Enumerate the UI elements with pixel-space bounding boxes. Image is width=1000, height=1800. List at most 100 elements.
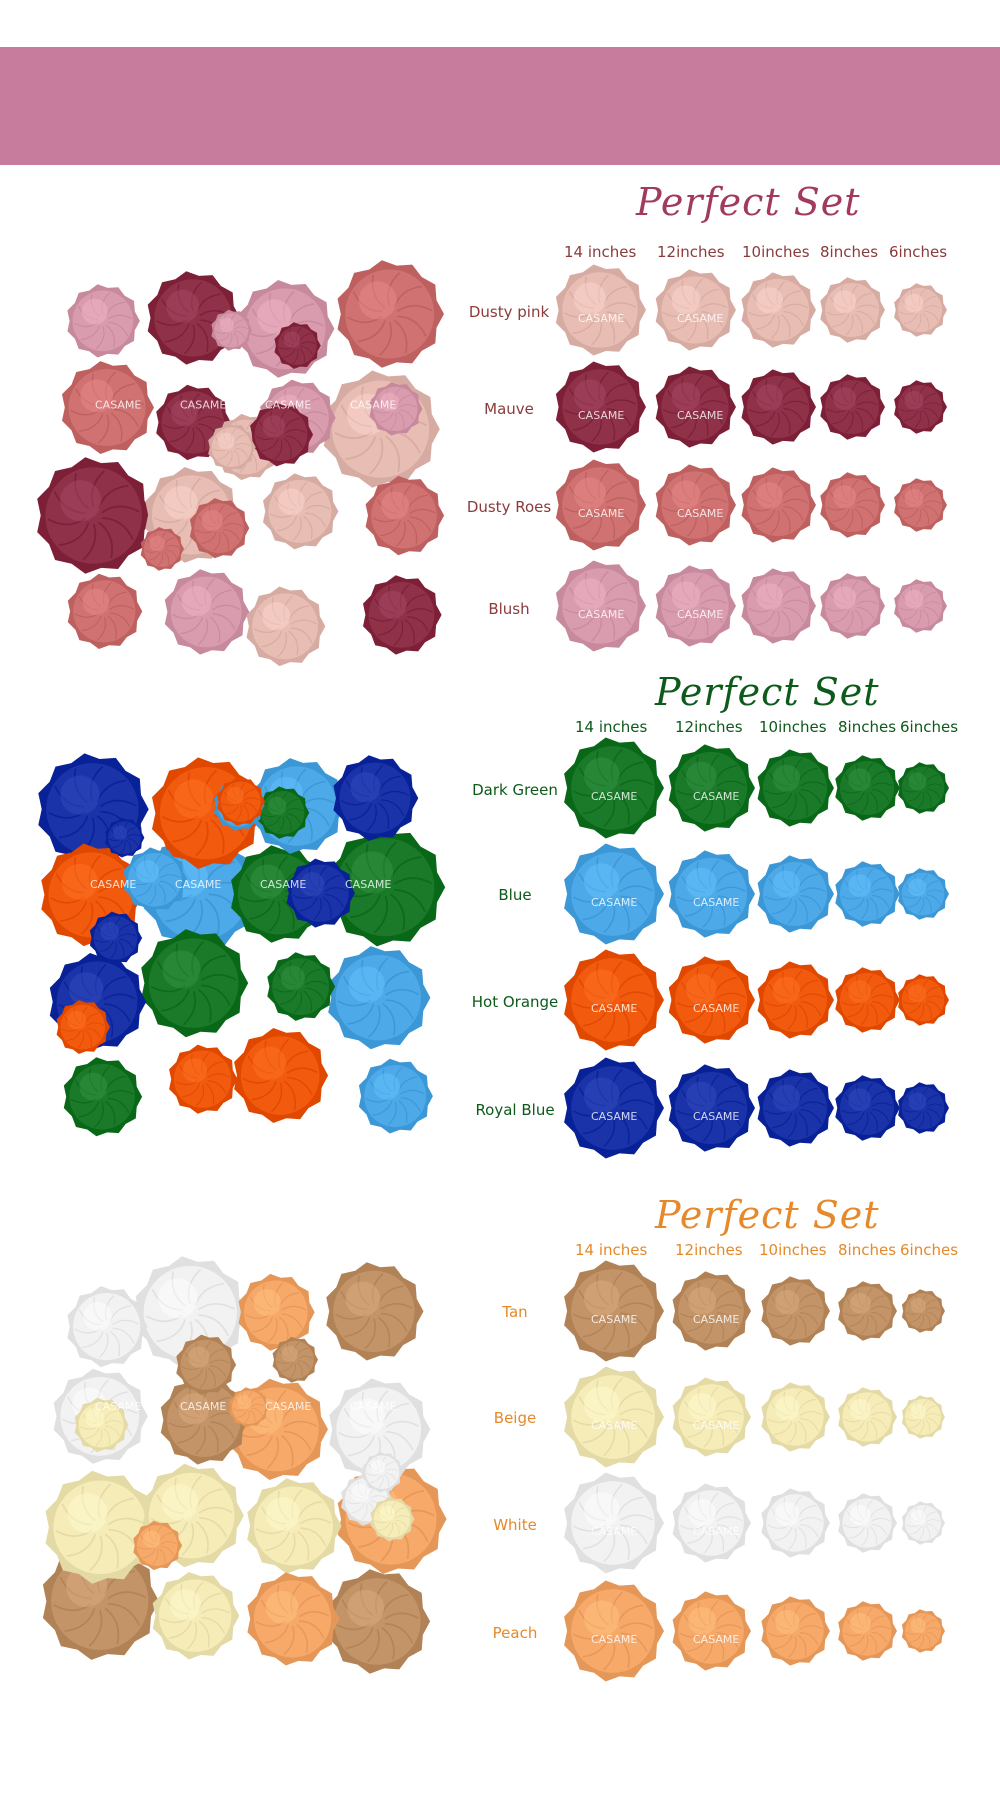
cluster-pompom [358, 1058, 433, 1134]
cluster-pompom [286, 858, 355, 928]
size-label-6: 6inches [900, 718, 959, 736]
size-pompom [838, 1387, 897, 1447]
size-pompom [901, 1395, 945, 1439]
watermark-text: CASAME [693, 790, 739, 803]
section-title: Perfect Set [655, 1193, 880, 1237]
watermark-text: CASAME [677, 608, 723, 621]
cluster-pompom [152, 1572, 240, 1660]
size-label-14: 14 inches [575, 1241, 648, 1259]
cluster-pompom [328, 828, 446, 947]
cluster-pompom [63, 1057, 143, 1137]
row-label-dusty-pink: Dusty pink [468, 303, 550, 321]
size-pompom [820, 277, 885, 343]
size-pompom [901, 1289, 945, 1333]
watermark-text: CASAME [260, 878, 306, 891]
size-label-8: 8inches [820, 243, 879, 261]
watermark-text: CASAME [578, 409, 624, 422]
size-pompom [668, 744, 755, 832]
size-pompom [668, 850, 755, 938]
cluster-pompom [326, 1569, 431, 1674]
row-label-peach: Peach [492, 1624, 538, 1642]
size-pompom [901, 1609, 945, 1653]
size-pompom [894, 579, 947, 633]
watermark-text: CASAME [180, 398, 226, 411]
size-label-10: 10inches [742, 243, 810, 261]
watermark-text: CASAME [591, 896, 637, 909]
cluster-pompom [247, 1478, 342, 1574]
size-pompom [761, 1276, 830, 1346]
section-title: Perfect Set [636, 180, 861, 224]
cluster-pompom [37, 457, 153, 574]
size-pompom [555, 361, 646, 453]
cluster-pompom [250, 402, 314, 467]
watermark-text: CASAME [578, 608, 624, 621]
row-label-beige: Beige [493, 1409, 537, 1427]
size-pompom [672, 1377, 751, 1457]
cluster-pompom [238, 1273, 315, 1351]
size-pompom [741, 369, 816, 445]
cluster-pompom [217, 777, 265, 826]
cluster-pompom [267, 952, 336, 1021]
size-pompom [741, 568, 816, 644]
size-pompom [894, 283, 947, 337]
cluster-pompom [67, 284, 140, 358]
size-pompom [555, 264, 646, 356]
cluster-pompom [67, 573, 143, 649]
size-pompom [668, 956, 755, 1044]
cluster-pompom [140, 527, 184, 571]
cluster-pompom [123, 847, 188, 913]
row-label-white: White [493, 1516, 537, 1534]
cluster-pompom [337, 260, 444, 368]
watermark-text: CASAME [677, 409, 723, 422]
watermark-text: CASAME [693, 1110, 739, 1123]
size-pompom [555, 560, 646, 652]
size-label-10: 10inches [759, 1241, 827, 1259]
cluster-pompom [246, 586, 326, 667]
cluster-pompom [133, 1520, 183, 1571]
size-pompom [838, 1601, 897, 1661]
watermark-text: CASAME [175, 878, 221, 891]
cluster-pompom [362, 1451, 403, 1493]
size-pompom [672, 1483, 751, 1563]
size-pompom [668, 1064, 755, 1152]
size-pompom [564, 1260, 664, 1362]
row-label-dusty-roes: Dusty Roes [466, 498, 552, 516]
watermark-text: CASAME [345, 878, 391, 891]
size-pompom [757, 855, 834, 933]
size-pompom [564, 1366, 664, 1468]
watermark-text: CASAME [591, 1525, 637, 1538]
size-pompom [655, 464, 736, 546]
header-banner [0, 47, 1000, 165]
watermark-text: CASAME [693, 1313, 739, 1326]
size-pompom [761, 1596, 830, 1666]
cluster-pompom [211, 309, 253, 351]
size-pompom [672, 1271, 751, 1351]
size-pompom [820, 573, 885, 639]
watermark-text: CASAME [350, 1400, 396, 1413]
watermark-text: CASAME [578, 507, 624, 520]
size-pompom [894, 380, 947, 434]
watermark-text: CASAME [677, 507, 723, 520]
size-label-6: 6inches [889, 243, 948, 261]
size-pompom [555, 459, 646, 551]
size-pompom [898, 974, 949, 1026]
watermark-text: CASAME [591, 1633, 637, 1646]
size-pompom [898, 762, 949, 814]
size-pompom [901, 1501, 945, 1545]
size-pompom [898, 868, 949, 920]
size-pompom [835, 755, 900, 821]
size-pompom [564, 1057, 664, 1159]
size-label-14: 14 inches [564, 243, 637, 261]
size-pompom [564, 1472, 664, 1574]
cluster-pompom [326, 1262, 424, 1361]
size-label-6: 6inches [900, 1241, 959, 1259]
row-label-blue: Blue [498, 886, 532, 904]
size-pompom [564, 949, 664, 1051]
size-pompom [564, 843, 664, 945]
cluster-pompom [164, 569, 250, 655]
size-pompom [741, 467, 816, 543]
size-pompom [838, 1493, 897, 1553]
cluster-pompom [257, 786, 310, 839]
